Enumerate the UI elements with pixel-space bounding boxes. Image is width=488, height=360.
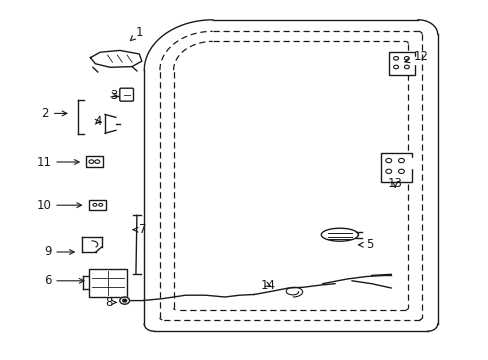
FancyBboxPatch shape	[86, 156, 102, 167]
Circle shape	[404, 65, 408, 69]
Polygon shape	[410, 158, 416, 168]
Text: 11: 11	[36, 156, 79, 168]
Circle shape	[398, 158, 404, 163]
Text: 13: 13	[387, 177, 402, 190]
Text: 2: 2	[41, 107, 67, 120]
Text: 7: 7	[133, 223, 146, 236]
Text: 1: 1	[130, 26, 143, 41]
Circle shape	[122, 299, 126, 302]
Text: 12: 12	[404, 50, 427, 63]
Circle shape	[93, 203, 97, 206]
FancyBboxPatch shape	[89, 269, 126, 297]
Circle shape	[95, 160, 100, 163]
Circle shape	[99, 203, 102, 206]
Text: 10: 10	[37, 199, 81, 212]
Circle shape	[89, 160, 94, 163]
Polygon shape	[90, 50, 142, 67]
Polygon shape	[413, 57, 418, 64]
Circle shape	[404, 57, 408, 60]
FancyBboxPatch shape	[120, 88, 133, 101]
Circle shape	[385, 169, 391, 174]
Circle shape	[398, 169, 404, 174]
Circle shape	[120, 297, 129, 304]
FancyBboxPatch shape	[388, 52, 414, 75]
Circle shape	[393, 65, 398, 69]
Polygon shape	[321, 228, 358, 241]
Text: 14: 14	[260, 279, 275, 292]
Circle shape	[393, 57, 398, 60]
FancyBboxPatch shape	[89, 200, 106, 210]
Text: 5: 5	[358, 238, 372, 251]
Text: 3: 3	[110, 89, 117, 102]
Text: 9: 9	[44, 246, 74, 258]
Text: 4: 4	[94, 115, 101, 128]
Text: 6: 6	[44, 274, 84, 287]
Circle shape	[385, 158, 391, 163]
FancyBboxPatch shape	[380, 153, 411, 182]
Text: 8: 8	[105, 296, 116, 309]
